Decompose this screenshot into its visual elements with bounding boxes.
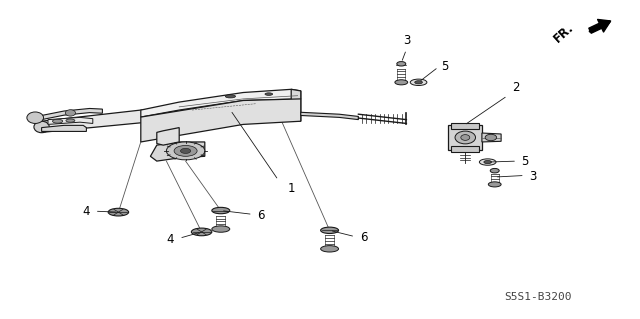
Polygon shape [48, 117, 93, 124]
Polygon shape [42, 108, 224, 132]
Text: 4: 4 [166, 233, 174, 246]
Ellipse shape [265, 93, 273, 95]
Polygon shape [157, 128, 179, 145]
Polygon shape [42, 108, 102, 120]
Polygon shape [301, 112, 358, 120]
Polygon shape [150, 142, 205, 161]
Polygon shape [291, 89, 301, 121]
Ellipse shape [321, 246, 339, 252]
Text: 3: 3 [529, 170, 537, 182]
Polygon shape [42, 125, 86, 131]
Ellipse shape [191, 228, 212, 236]
Polygon shape [482, 133, 501, 142]
Text: 6: 6 [257, 209, 265, 222]
Text: S5S1-B3200: S5S1-B3200 [504, 292, 572, 302]
Ellipse shape [166, 142, 205, 160]
Ellipse shape [455, 131, 476, 144]
Ellipse shape [479, 159, 496, 165]
Text: 1: 1 [288, 182, 296, 195]
Text: 5: 5 [442, 60, 449, 72]
Ellipse shape [212, 226, 230, 232]
Ellipse shape [180, 148, 191, 153]
Text: FR.: FR. [551, 21, 576, 46]
Ellipse shape [397, 62, 406, 66]
Ellipse shape [225, 95, 236, 98]
Ellipse shape [490, 168, 499, 173]
Polygon shape [448, 125, 482, 150]
Ellipse shape [27, 112, 44, 123]
Ellipse shape [488, 182, 501, 187]
Ellipse shape [65, 110, 76, 116]
FancyArrowPatch shape [589, 19, 611, 33]
Text: 6: 6 [360, 231, 367, 244]
Polygon shape [451, 146, 479, 152]
Ellipse shape [108, 208, 129, 216]
Ellipse shape [321, 227, 339, 234]
Ellipse shape [410, 79, 427, 85]
Text: 4: 4 [82, 205, 90, 218]
Ellipse shape [461, 135, 470, 140]
Text: 3: 3 [403, 34, 410, 47]
Polygon shape [141, 99, 301, 142]
Ellipse shape [34, 121, 49, 133]
Ellipse shape [52, 119, 63, 123]
Ellipse shape [212, 207, 230, 214]
Ellipse shape [485, 134, 497, 141]
Ellipse shape [395, 80, 408, 85]
Text: 2: 2 [512, 81, 520, 94]
Ellipse shape [66, 119, 75, 122]
Polygon shape [451, 123, 479, 129]
Ellipse shape [174, 145, 197, 156]
Ellipse shape [415, 81, 422, 84]
Text: 5: 5 [522, 155, 529, 168]
Ellipse shape [484, 160, 492, 164]
Polygon shape [141, 89, 301, 117]
